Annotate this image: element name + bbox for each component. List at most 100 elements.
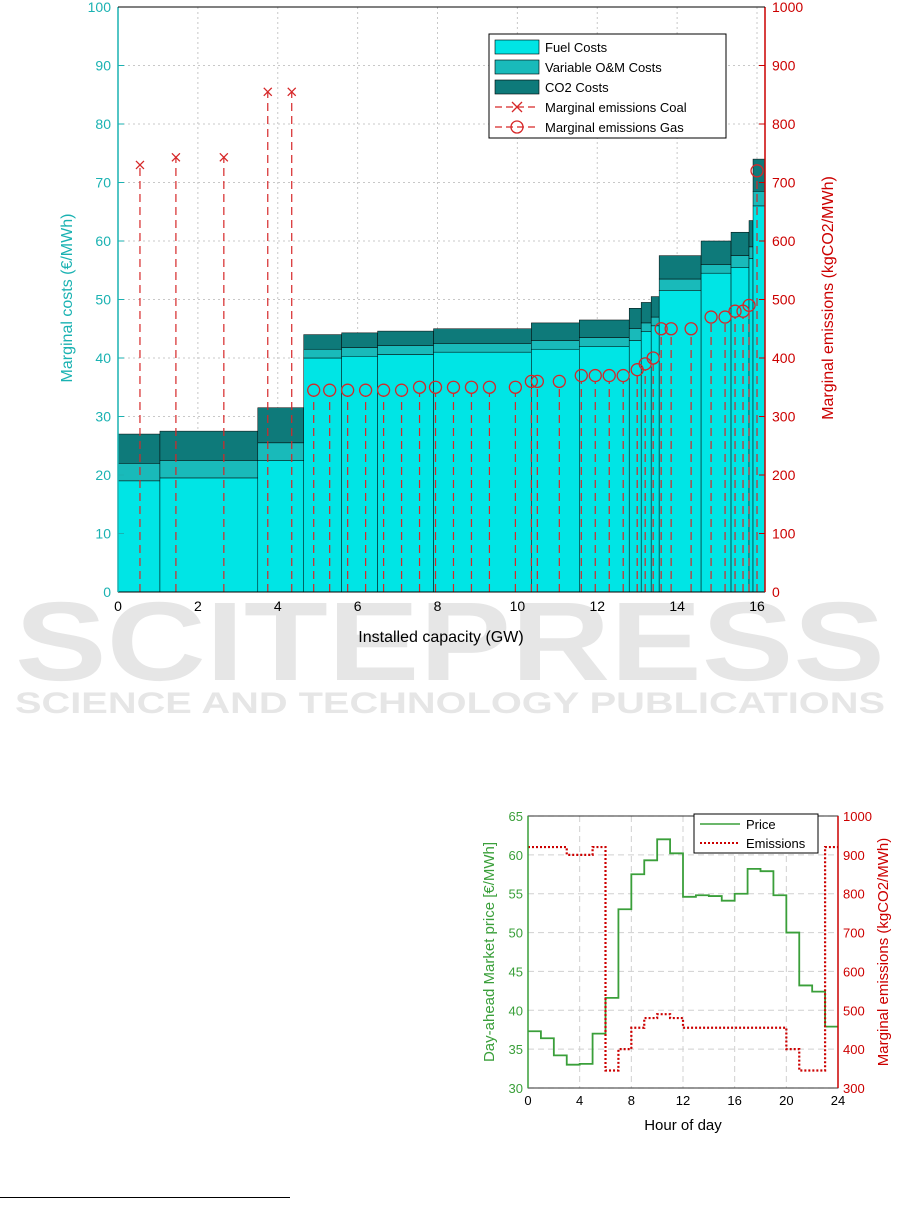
y-tick-label: 10: [95, 526, 111, 542]
gas-emission-point: [552, 374, 566, 389]
gas-emission-point: [482, 380, 497, 394]
daily-price-emissions-chart: 0 4 8 12 16 20 24 30 35 40 45 50 55 60 65 300 400 500 600 7…: [481, 809, 892, 1134]
legend-label-emissions: Emissions: [746, 836, 806, 851]
co2-cost-bar: [433, 328, 532, 344]
y2-tick-label: 600: [772, 233, 796, 249]
x-tick-label: 14: [669, 598, 685, 614]
legend-label-fuel: Fuel Costs: [545, 40, 608, 55]
om-cost-bar: [730, 255, 750, 268]
co2-cost-bar: [159, 430, 259, 461]
coal-emission-point: [263, 87, 273, 97]
price-series-line: [528, 838, 838, 1066]
gas-emission-point: [728, 304, 742, 318]
legend-swatch-co2: [494, 79, 540, 95]
coal-emission-point: [171, 152, 181, 162]
y2-tick-label: 800: [843, 887, 865, 902]
y-tick-label: 100: [88, 0, 112, 15]
y2-tick-label: 500: [843, 1003, 865, 1018]
fuel-cost-bar: [579, 346, 630, 593]
co2-cost-bar: [341, 332, 378, 348]
legend: Price Emissions: [693, 813, 819, 854]
coal-emission-point: [219, 152, 229, 162]
y2-tick-label: 700: [772, 175, 796, 191]
gas-emission-point: [654, 322, 668, 336]
x-tick-label: 0: [114, 598, 122, 614]
x-tick-label: 12: [589, 598, 605, 614]
fuel-cost-bar: [531, 348, 580, 593]
y-tick-label: 55: [509, 887, 523, 902]
gas-emission-point: [574, 368, 588, 383]
gas-emission-point: [394, 383, 409, 397]
gas-emission-point: [428, 380, 443, 394]
x-axis-label: Installed capacity (GW): [358, 629, 523, 646]
co2-cost-bar: [303, 334, 342, 350]
om-cost-bar: [752, 191, 766, 207]
y-tick-label: 60: [95, 233, 111, 249]
gas-emission-point: [323, 383, 337, 397]
x-tick-label: 4: [274, 598, 282, 614]
emission-stems: [139, 91, 758, 592]
x-tick-label: 16: [749, 598, 765, 614]
co2-cost-bar: [531, 322, 580, 341]
om-cost-bar: [658, 278, 702, 291]
legend-label-co2: CO2 Costs: [545, 80, 609, 95]
gas-emission-point: [704, 310, 718, 324]
gas-emission-point: [616, 368, 630, 383]
y2-tick-label: 1000: [843, 809, 872, 824]
gas-emission-point: [750, 164, 764, 178]
y-tick-label: 35: [509, 1042, 523, 1057]
legend-marker-coal: [511, 101, 523, 113]
y-axis-label: Day-ahead Market price [€/MWh]: [481, 842, 498, 1062]
gas-emission-point: [664, 322, 678, 336]
co2-cost-bar: [748, 220, 754, 248]
x-tick-label: 12: [676, 1093, 690, 1108]
y-tick-label: 40: [509, 1003, 523, 1018]
x-tick-label: 4: [576, 1093, 583, 1108]
fuel-cost-bar: [752, 205, 766, 593]
legend-swatch-fuel: [494, 39, 540, 55]
x-tick-label: 8: [628, 1093, 635, 1108]
gas-emission-point: [646, 351, 660, 365]
gas-emission-point: [340, 383, 355, 397]
co2-cost-bar: [257, 407, 304, 444]
x-tick-label: 2: [194, 598, 202, 614]
y2-tick-label: 1000: [772, 0, 803, 15]
om-cost-bar: [433, 343, 532, 353]
y-tick-label: 65: [509, 809, 523, 824]
gas-emission-point: [307, 383, 321, 397]
legend-label-coal: Marginal emissions Coal: [545, 100, 687, 115]
y-tick-label: 50: [509, 926, 523, 941]
x-tick-label: 0: [524, 1093, 531, 1108]
y2-tick-label: 300: [843, 1081, 865, 1096]
legend-label-price: Price: [746, 817, 776, 832]
gas-emission-point: [718, 310, 732, 324]
fuel-cost-bar: [117, 480, 161, 593]
co2-cost-bar: [117, 433, 161, 464]
fuel-cost-bar: [650, 325, 660, 593]
gas-emission-point: [464, 380, 479, 394]
y2-tick-label: 200: [772, 467, 796, 483]
om-cost-bar: [341, 347, 378, 357]
y-tick-label: 45: [509, 964, 523, 979]
om-cost-bar: [303, 348, 342, 359]
gas-emission-point: [508, 380, 523, 394]
y-tick-label: 40: [95, 350, 111, 366]
legend: Fuel Costs Variable O&M Costs CO2 Costs …: [488, 33, 727, 139]
gas-emission-point: [602, 368, 616, 383]
fuel-cost-bar: [303, 357, 342, 593]
watermark-small: SCIENCE AND TECHNOLOGY PUBLICATIONS: [15, 687, 885, 720]
y2-axis-label: Marginal emissions (kgCO2/MWh): [875, 838, 892, 1066]
om-cost-bar: [650, 316, 660, 327]
om-cost-bar: [628, 328, 642, 341]
y-tick-label: 90: [95, 58, 111, 74]
x-tick-label: 20: [779, 1093, 793, 1108]
co2-cost-bar: [700, 240, 732, 265]
y2-tick-label: 300: [772, 409, 796, 425]
fuel-cost-bar: [748, 258, 754, 593]
co2-cost-bar: [730, 231, 750, 256]
emission-markers: [135, 87, 764, 397]
co2-cost-bar: [650, 296, 660, 318]
watermark-big: SCITEPRESS: [15, 579, 885, 704]
y2-axis-label: Marginal emissions (kgCO2/MWh): [820, 176, 837, 420]
